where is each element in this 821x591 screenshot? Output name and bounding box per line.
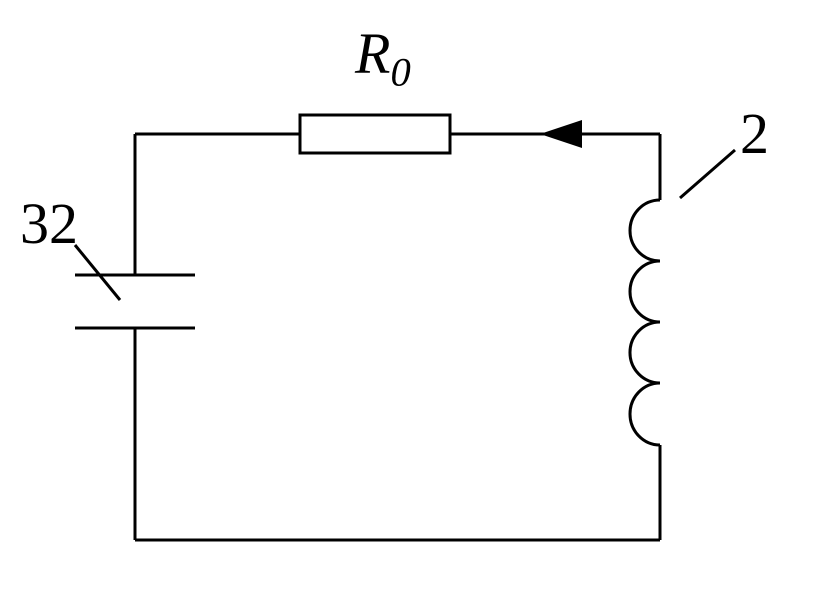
- leader-inductor: [680, 150, 735, 198]
- resistor: [300, 115, 450, 153]
- resistor-label: R0: [355, 20, 411, 96]
- circuit-diagram: R0 32 2: [0, 0, 821, 591]
- current-arrow: [540, 120, 582, 148]
- inductor-coils: [630, 200, 660, 445]
- capacitor: [75, 275, 195, 328]
- wires: [135, 134, 660, 540]
- resistor-label-main: R: [355, 21, 390, 86]
- inductor-label: 2: [740, 100, 769, 167]
- capacitor-label-text: 32: [20, 191, 78, 256]
- leader-capacitor: [75, 245, 120, 300]
- resistor-label-sub: 0: [390, 50, 410, 95]
- inductor: [630, 200, 660, 445]
- capacitor-label: 32: [20, 190, 78, 257]
- inductor-label-text: 2: [740, 101, 769, 166]
